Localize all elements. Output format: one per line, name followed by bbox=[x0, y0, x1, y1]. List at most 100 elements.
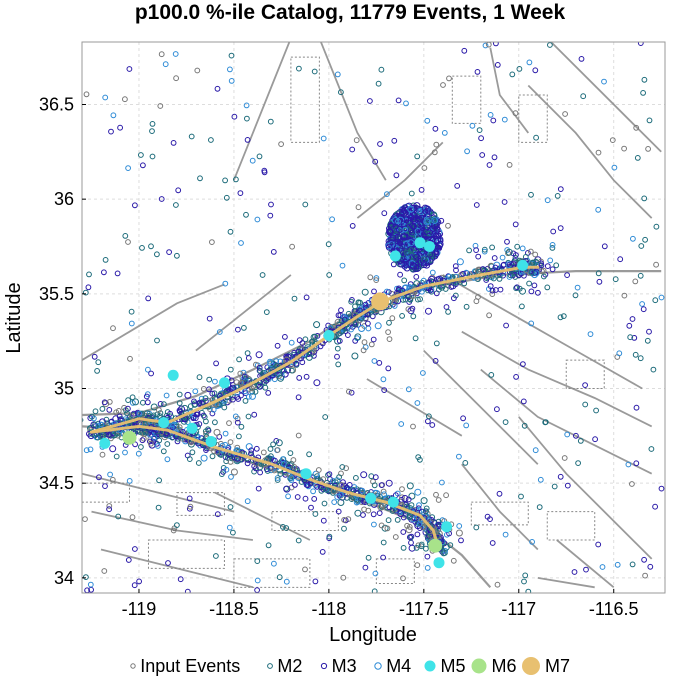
background-event-marker bbox=[223, 194, 230, 201]
event-marker bbox=[528, 269, 535, 276]
background-event-marker bbox=[114, 270, 121, 277]
event-marker bbox=[357, 299, 364, 306]
event-marker bbox=[338, 317, 345, 324]
event-marker bbox=[367, 274, 374, 281]
fault-line-2 bbox=[319, 42, 387, 181]
cluster-event-marker bbox=[413, 265, 421, 272]
fault-line-22 bbox=[549, 42, 662, 153]
event-marker bbox=[289, 367, 295, 374]
background-event-marker bbox=[186, 456, 193, 463]
event-marker bbox=[368, 473, 375, 480]
background-event-marker bbox=[276, 574, 283, 581]
fault-section-box bbox=[375, 558, 415, 585]
background-event-marker bbox=[254, 587, 261, 593]
event-marker bbox=[486, 286, 492, 292]
event-marker bbox=[353, 475, 359, 481]
event-marker bbox=[146, 413, 152, 419]
background-event-marker bbox=[145, 366, 151, 373]
background-event-marker bbox=[186, 495, 193, 502]
background-event-marker bbox=[417, 456, 423, 463]
event-marker bbox=[371, 521, 377, 528]
event-marker bbox=[304, 482, 311, 489]
background-event-marker bbox=[414, 400, 421, 406]
cluster-event-marker bbox=[398, 213, 405, 220]
background-event-marker bbox=[125, 557, 132, 563]
event-marker bbox=[405, 306, 412, 313]
background-event-marker bbox=[595, 206, 602, 213]
background-event-marker bbox=[557, 225, 564, 232]
event-marker bbox=[285, 493, 292, 500]
background-event-marker bbox=[174, 252, 180, 259]
background-event-marker bbox=[132, 546, 138, 552]
background-event-marker bbox=[82, 289, 89, 296]
background-event-marker bbox=[621, 145, 627, 152]
background-event-marker bbox=[267, 212, 274, 219]
background-event-marker bbox=[542, 419, 549, 426]
event-marker bbox=[228, 474, 234, 480]
background-event-marker bbox=[513, 374, 519, 380]
background-event-marker bbox=[228, 52, 235, 59]
event-marker bbox=[549, 245, 556, 251]
background-event-marker bbox=[230, 529, 236, 536]
background-event-marker bbox=[322, 414, 329, 420]
chart-title: p100.0 %-ile Catalog, 11779 Events, 1 We… bbox=[134, 1, 566, 24]
background-event-marker bbox=[244, 115, 250, 122]
background-event-marker bbox=[129, 514, 136, 521]
event-marker bbox=[240, 369, 247, 376]
event-marker bbox=[86, 431, 92, 437]
background-event-marker bbox=[381, 387, 388, 394]
background-event-marker bbox=[191, 398, 197, 405]
cluster-event-marker bbox=[394, 233, 402, 241]
event-marker bbox=[187, 440, 195, 448]
event-marker bbox=[129, 394, 136, 401]
background-event-marker bbox=[209, 239, 215, 246]
background-event-marker bbox=[639, 301, 645, 307]
background-event-marker bbox=[423, 545, 429, 552]
event-marker bbox=[200, 386, 207, 392]
background-event-marker bbox=[335, 361, 342, 368]
background-event-marker bbox=[646, 328, 652, 335]
event-marker bbox=[405, 293, 412, 300]
background-event-marker bbox=[384, 191, 390, 198]
background-event-marker bbox=[249, 157, 256, 164]
background-event-marker bbox=[561, 455, 568, 461]
background-event-marker bbox=[653, 223, 660, 230]
event-marker bbox=[353, 499, 360, 506]
background-event-marker bbox=[173, 202, 179, 208]
event-marker bbox=[311, 496, 318, 502]
event-marker bbox=[125, 397, 132, 404]
event-marker bbox=[531, 282, 538, 289]
background-event-marker bbox=[94, 368, 100, 374]
background-event-marker bbox=[577, 438, 584, 444]
background-event-marker bbox=[110, 325, 116, 332]
event-marker bbox=[245, 413, 252, 420]
event-marker bbox=[461, 280, 468, 287]
event-m5-marker bbox=[186, 422, 198, 434]
background-event-marker bbox=[238, 240, 244, 246]
background-event-marker bbox=[536, 504, 543, 511]
event-marker bbox=[99, 451, 106, 458]
event-marker bbox=[433, 491, 439, 498]
cluster-event-marker bbox=[420, 261, 428, 269]
cluster-event-marker bbox=[393, 226, 401, 234]
background-event-marker bbox=[196, 374, 203, 381]
event-marker bbox=[384, 525, 391, 532]
background-event-marker bbox=[346, 388, 352, 395]
background-event-marker bbox=[353, 137, 360, 144]
event-marker bbox=[420, 524, 427, 531]
background-event-marker bbox=[197, 175, 203, 182]
background-event-marker bbox=[537, 476, 544, 483]
background-event-marker bbox=[268, 201, 274, 208]
background-event-marker bbox=[551, 483, 558, 490]
event-marker bbox=[415, 296, 421, 303]
event-marker bbox=[157, 401, 164, 407]
event-marker bbox=[121, 404, 127, 411]
background-event-marker bbox=[320, 135, 327, 142]
event-marker bbox=[92, 408, 99, 415]
background-event-marker bbox=[414, 153, 421, 160]
event-marker bbox=[82, 417, 84, 423]
background-event-marker bbox=[485, 42, 492, 48]
background-event-marker bbox=[595, 541, 602, 548]
background-event-marker bbox=[371, 358, 378, 364]
background-event-marker bbox=[244, 137, 251, 143]
